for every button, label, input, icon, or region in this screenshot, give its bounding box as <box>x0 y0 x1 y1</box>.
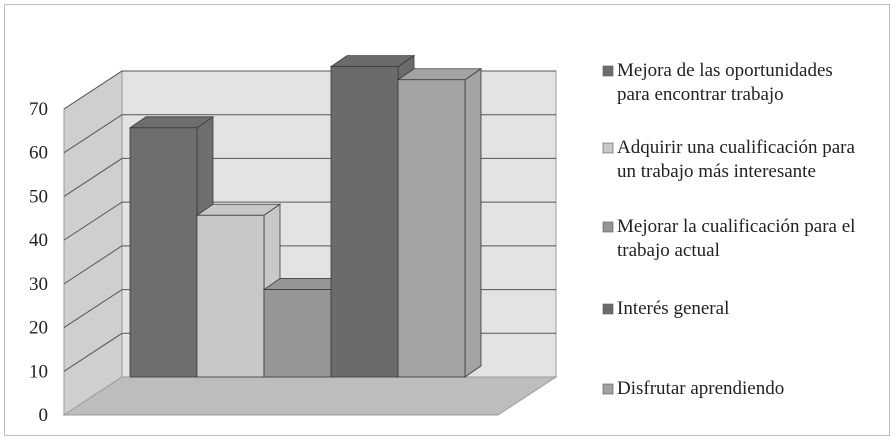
floor <box>62 376 558 416</box>
legend-item: Disfrutar aprendiendo <box>602 378 784 399</box>
bar-side <box>464 67 482 378</box>
legend-label: Mejorar la cualificación para el <box>617 216 855 237</box>
bar-front <box>397 79 466 378</box>
legend-label-continued: un trabajo más interesante <box>617 161 816 182</box>
legend-swatch <box>602 142 614 154</box>
legend-item: Adquirir una cualificación para un trabaj… <box>602 137 855 182</box>
legend-label: Mejora de las oportunidades <box>617 60 833 81</box>
y-tick-label: 60 <box>29 143 48 164</box>
bar <box>128 116 215 378</box>
legend-label: Adquirir una cualificación para <box>617 137 855 158</box>
legend-swatch <box>602 303 614 315</box>
legend-label-continued: trabajo actual <box>617 240 720 261</box>
y-axis-ticks: 0 10 20 30 40 50 60 70 <box>29 99 48 426</box>
y-tick-label: 30 <box>29 274 48 295</box>
y-tick-label: 50 <box>29 186 48 207</box>
bar <box>396 67 483 378</box>
y-tick-label: 40 <box>29 230 48 251</box>
bars <box>128 54 483 378</box>
side-wall <box>63 70 123 416</box>
legend-item: Mejora de las oportunidades para encontra… <box>602 60 833 105</box>
legend-label: Disfrutar aprendiendo <box>617 378 784 399</box>
y-tick-label: 70 <box>29 99 48 120</box>
legend-item: Mejorar la cualificación para el trabajo … <box>602 216 855 261</box>
legend-label: Interés general <box>617 298 729 319</box>
legend: Mejora de las oportunidades para encontra… <box>602 60 855 399</box>
y-tick-label: 20 <box>29 318 48 339</box>
y-tick-label: 0 <box>39 405 49 426</box>
legend-swatch <box>602 383 614 395</box>
bar-front <box>330 66 399 378</box>
legend-item: Interés general <box>602 298 729 319</box>
legend-swatch <box>602 221 614 233</box>
bar-front <box>129 127 198 378</box>
bar-front <box>196 214 265 378</box>
y-tick-label: 10 <box>29 361 48 382</box>
bar-front <box>263 289 332 378</box>
legend-swatch <box>602 65 614 77</box>
legend-label-continued: para encontrar trabajo <box>617 84 784 105</box>
